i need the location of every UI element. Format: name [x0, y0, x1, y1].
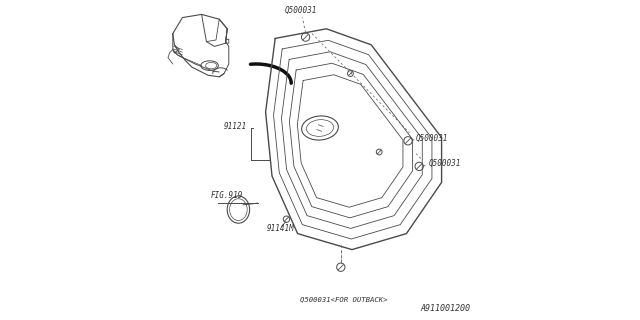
- Text: 91141M: 91141M: [268, 224, 295, 233]
- Text: FIG.919: FIG.919: [211, 191, 243, 200]
- Text: Q500031<FOR OUTBACK>: Q500031<FOR OUTBACK>: [300, 296, 388, 302]
- Text: Q500031: Q500031: [416, 134, 449, 143]
- Text: Q500031: Q500031: [429, 159, 461, 168]
- Text: 91121: 91121: [223, 122, 246, 131]
- Text: Q500031: Q500031: [285, 6, 317, 15]
- Text: A911001200: A911001200: [420, 304, 470, 313]
